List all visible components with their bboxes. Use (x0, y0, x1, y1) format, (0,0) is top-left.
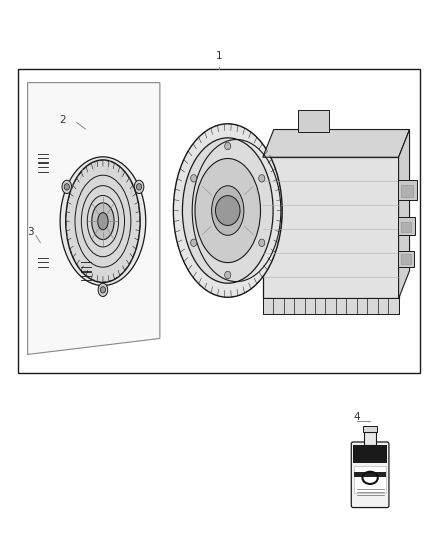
Text: 3: 3 (27, 227, 34, 237)
Ellipse shape (361, 447, 379, 458)
FancyBboxPatch shape (351, 442, 389, 507)
Text: 1: 1 (215, 51, 223, 61)
Circle shape (215, 196, 240, 225)
Circle shape (259, 175, 265, 182)
Bar (354, 466, 386, 493)
Ellipse shape (66, 160, 140, 282)
Bar (298, 110, 328, 132)
Bar (353, 446, 387, 463)
Circle shape (225, 142, 231, 150)
Polygon shape (263, 130, 410, 157)
Ellipse shape (183, 138, 273, 283)
Circle shape (136, 184, 141, 190)
Ellipse shape (195, 158, 261, 263)
Bar (364, 432, 376, 445)
Bar (398, 217, 415, 235)
Polygon shape (28, 83, 160, 354)
Circle shape (259, 239, 265, 246)
Ellipse shape (92, 203, 114, 240)
Bar (363, 425, 377, 432)
Ellipse shape (134, 180, 144, 193)
Ellipse shape (98, 283, 108, 296)
Bar (401, 222, 411, 232)
Ellipse shape (212, 186, 244, 236)
Ellipse shape (62, 180, 72, 193)
Bar (263, 157, 399, 298)
Circle shape (225, 271, 231, 279)
Circle shape (191, 175, 197, 182)
Ellipse shape (173, 124, 282, 297)
Bar (18, 69, 420, 373)
Text: 2: 2 (59, 115, 66, 125)
Circle shape (191, 239, 197, 246)
Ellipse shape (60, 157, 146, 286)
Bar (401, 185, 413, 197)
Text: 4: 4 (353, 412, 360, 422)
Ellipse shape (98, 213, 108, 230)
Polygon shape (399, 130, 410, 298)
Bar (354, 472, 386, 477)
Circle shape (100, 287, 106, 293)
Circle shape (64, 184, 70, 190)
Bar (398, 180, 417, 200)
Bar (401, 254, 411, 264)
Bar (263, 298, 399, 314)
Bar (398, 251, 414, 266)
